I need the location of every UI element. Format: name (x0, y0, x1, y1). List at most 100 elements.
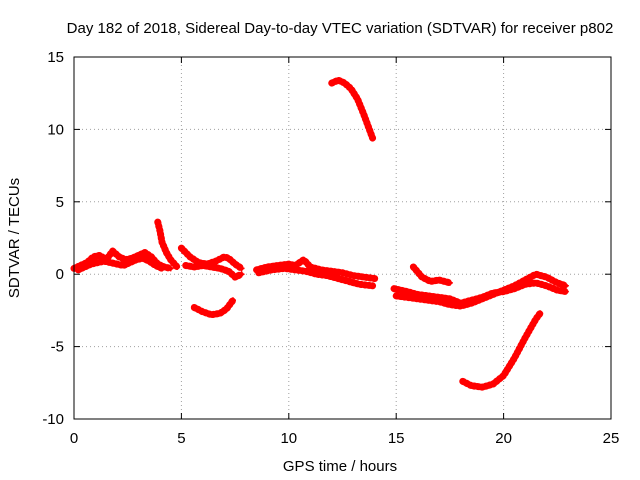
data-point (350, 272, 357, 279)
data-point (479, 384, 486, 391)
data-point (281, 265, 288, 272)
data-point (391, 285, 398, 292)
data-point (479, 295, 486, 302)
x-tick-label: 15 (388, 430, 405, 447)
x-axis-label: GPS time / hours (283, 458, 397, 475)
data-point (154, 219, 161, 226)
plot-frame (73, 56, 612, 420)
data-series-track-8 (255, 264, 377, 290)
data-point (217, 310, 224, 317)
data-point (335, 77, 342, 84)
data-point (360, 274, 367, 281)
data-point (167, 256, 174, 263)
y-tick-label: 0 (56, 266, 64, 283)
data-point (468, 300, 475, 307)
data-series-track-3 (154, 218, 181, 271)
data-point (459, 378, 466, 385)
data-point (446, 301, 453, 308)
data-point (300, 256, 307, 263)
data-point (543, 282, 550, 289)
data-point (511, 355, 518, 362)
data-point (339, 269, 346, 276)
data-point (410, 263, 417, 270)
y-axis-label: SDTVAR / TECUs (6, 178, 23, 298)
data-point (446, 279, 453, 286)
data-series-markers (154, 218, 181, 271)
data-point (562, 282, 569, 289)
data-point (425, 297, 432, 304)
data-point (174, 263, 181, 270)
data-point (554, 287, 561, 294)
data-point (543, 274, 550, 281)
data-point (522, 276, 529, 283)
data-point (341, 80, 348, 87)
data-point (360, 111, 367, 118)
data-point (152, 262, 159, 269)
data-point (229, 297, 236, 304)
data-point (199, 308, 206, 315)
data-point (208, 311, 215, 318)
data-point (225, 255, 232, 262)
data-point (369, 135, 376, 142)
data-series-track-1 (70, 247, 175, 272)
data-point (217, 265, 224, 272)
data-point (178, 245, 185, 252)
data-point (324, 272, 331, 279)
data-point (75, 266, 82, 273)
data-point (345, 278, 352, 285)
data-point (120, 262, 127, 269)
data-point (221, 253, 228, 260)
data-point (335, 275, 342, 282)
data-point (414, 295, 421, 302)
data-point (182, 262, 189, 269)
data-point (107, 259, 114, 266)
data-point (126, 259, 133, 266)
data-point (427, 278, 434, 285)
data-point (88, 261, 95, 268)
data-layer (70, 76, 570, 391)
data-point (532, 279, 539, 286)
data-point (532, 271, 539, 278)
x-tick-label: 5 (177, 430, 185, 447)
y-tick-label: -5 (51, 339, 64, 356)
data-series-markers (70, 247, 175, 272)
data-point (371, 275, 378, 282)
data-point (163, 249, 170, 256)
y-tick-label: 10 (47, 121, 64, 138)
y-tick-label: -10 (42, 411, 64, 428)
data-point (109, 248, 116, 255)
data-point (225, 268, 232, 275)
data-point (156, 227, 163, 234)
data-point (468, 382, 475, 389)
data-point (457, 303, 464, 310)
data-point (90, 253, 97, 260)
data-series-track-6 (190, 296, 237, 319)
chart-title: Day 182 of 2018, Sidereal Day-to-day VTE… (67, 20, 614, 37)
data-point (436, 276, 443, 283)
data-point (354, 95, 361, 102)
data-point (365, 123, 372, 130)
data-series-track-11 (392, 270, 570, 310)
data-point (436, 298, 443, 305)
data-point (238, 271, 245, 278)
data-point (348, 85, 355, 92)
data-point (418, 274, 425, 281)
y-tick-label: 5 (56, 194, 64, 211)
data-point (101, 258, 108, 265)
data-point (232, 274, 239, 281)
data-point (81, 263, 88, 270)
data-point (500, 287, 507, 294)
data-series-track-13 (459, 309, 544, 391)
data-point (302, 268, 309, 275)
data-point (292, 266, 299, 273)
data-point (113, 261, 120, 268)
data-point (489, 291, 496, 298)
data-point (313, 271, 320, 278)
data-series-track-9 (328, 76, 377, 142)
data-point (532, 316, 539, 323)
data-point (208, 263, 215, 270)
data-point (191, 263, 198, 270)
data-point (554, 279, 561, 286)
